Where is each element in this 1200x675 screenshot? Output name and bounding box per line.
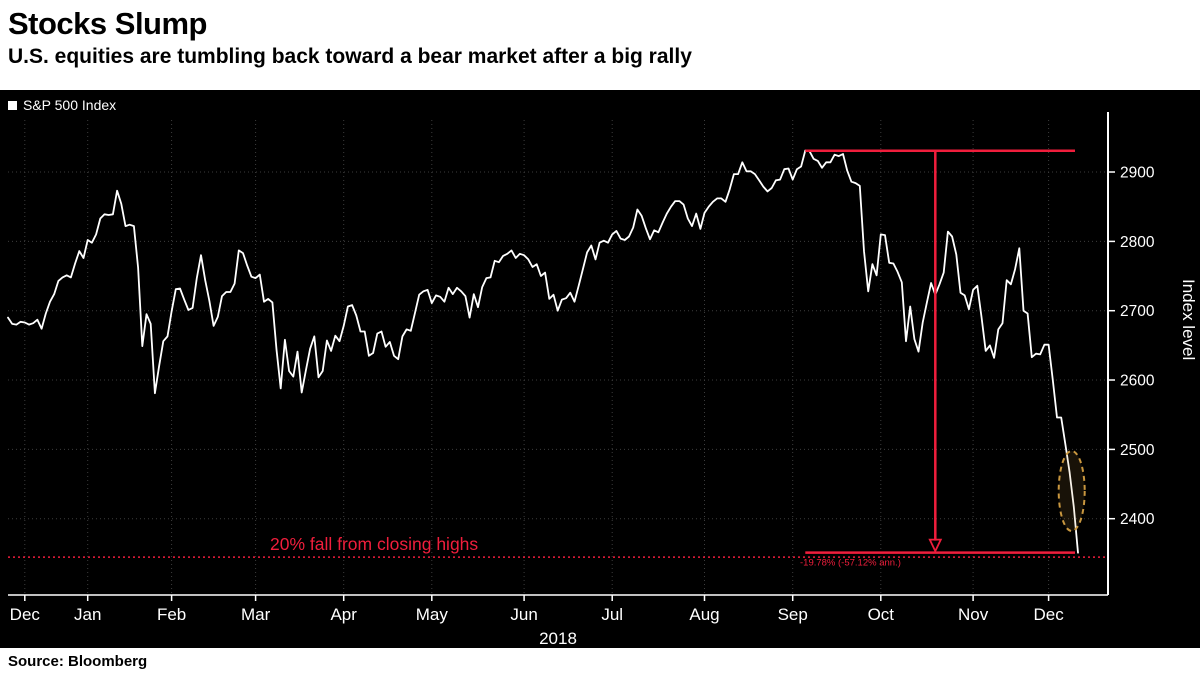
source-label: Source: Bloomberg	[8, 653, 148, 670]
drop-measure-arrowhead-icon	[928, 538, 943, 554]
x-tick-label: May	[416, 605, 449, 624]
x-tick-label: Apr	[330, 605, 357, 624]
x-tick-label: Dec	[1033, 605, 1064, 624]
y-tick-label: 2600	[1120, 373, 1155, 390]
x-tick-label: Aug	[689, 605, 719, 624]
y-tick-label: 2900	[1120, 165, 1155, 182]
x-axis-year-label: 2018	[539, 629, 577, 648]
x-tick-label: Jun	[510, 605, 537, 624]
y-tick-label: 2700	[1120, 303, 1155, 320]
y-tick-label: 2500	[1120, 442, 1155, 459]
chart-area: 20% fall from closing highs -19.78% (-57.…	[0, 90, 1200, 648]
y-axis-title: Index level	[1179, 279, 1198, 361]
legend-label: S&P 500 Index	[23, 97, 117, 113]
y-tick-label: 2800	[1120, 234, 1155, 251]
x-tick-label: Mar	[241, 605, 271, 624]
x-tick-label: Dec	[10, 605, 41, 624]
sp500-price-line	[7, 149, 1079, 554]
sp500-line-chart: 20% fall from closing highs -19.78% (-57.…	[7, 112, 1155, 648]
x-tick-label: Feb	[157, 605, 186, 624]
highlight-ellipse	[1057, 450, 1086, 532]
legend: S&P 500 Index	[8, 97, 116, 113]
legend-square-marker-icon	[8, 100, 17, 110]
drop-percentage-label: -19.78% (-57.12% ann.)	[800, 558, 901, 569]
chart-subtitle: U.S. equities are tumbling back toward a…	[8, 44, 692, 68]
chart-header: Stocks Slump U.S. equities are tumbling …	[0, 0, 1200, 90]
x-tick-label: Sep	[778, 605, 808, 624]
y-tick-label: 2400	[1120, 511, 1155, 528]
x-tick-label: Nov	[958, 605, 989, 624]
x-tick-label: Jul	[601, 605, 623, 624]
x-tick-label: Oct	[868, 605, 895, 624]
threshold-label: 20% fall from closing highs	[270, 534, 478, 554]
x-tick-label: Jan	[74, 605, 101, 624]
chart-footer: Source: Bloomberg	[0, 648, 1200, 675]
chart-title: Stocks Slump	[8, 6, 208, 41]
